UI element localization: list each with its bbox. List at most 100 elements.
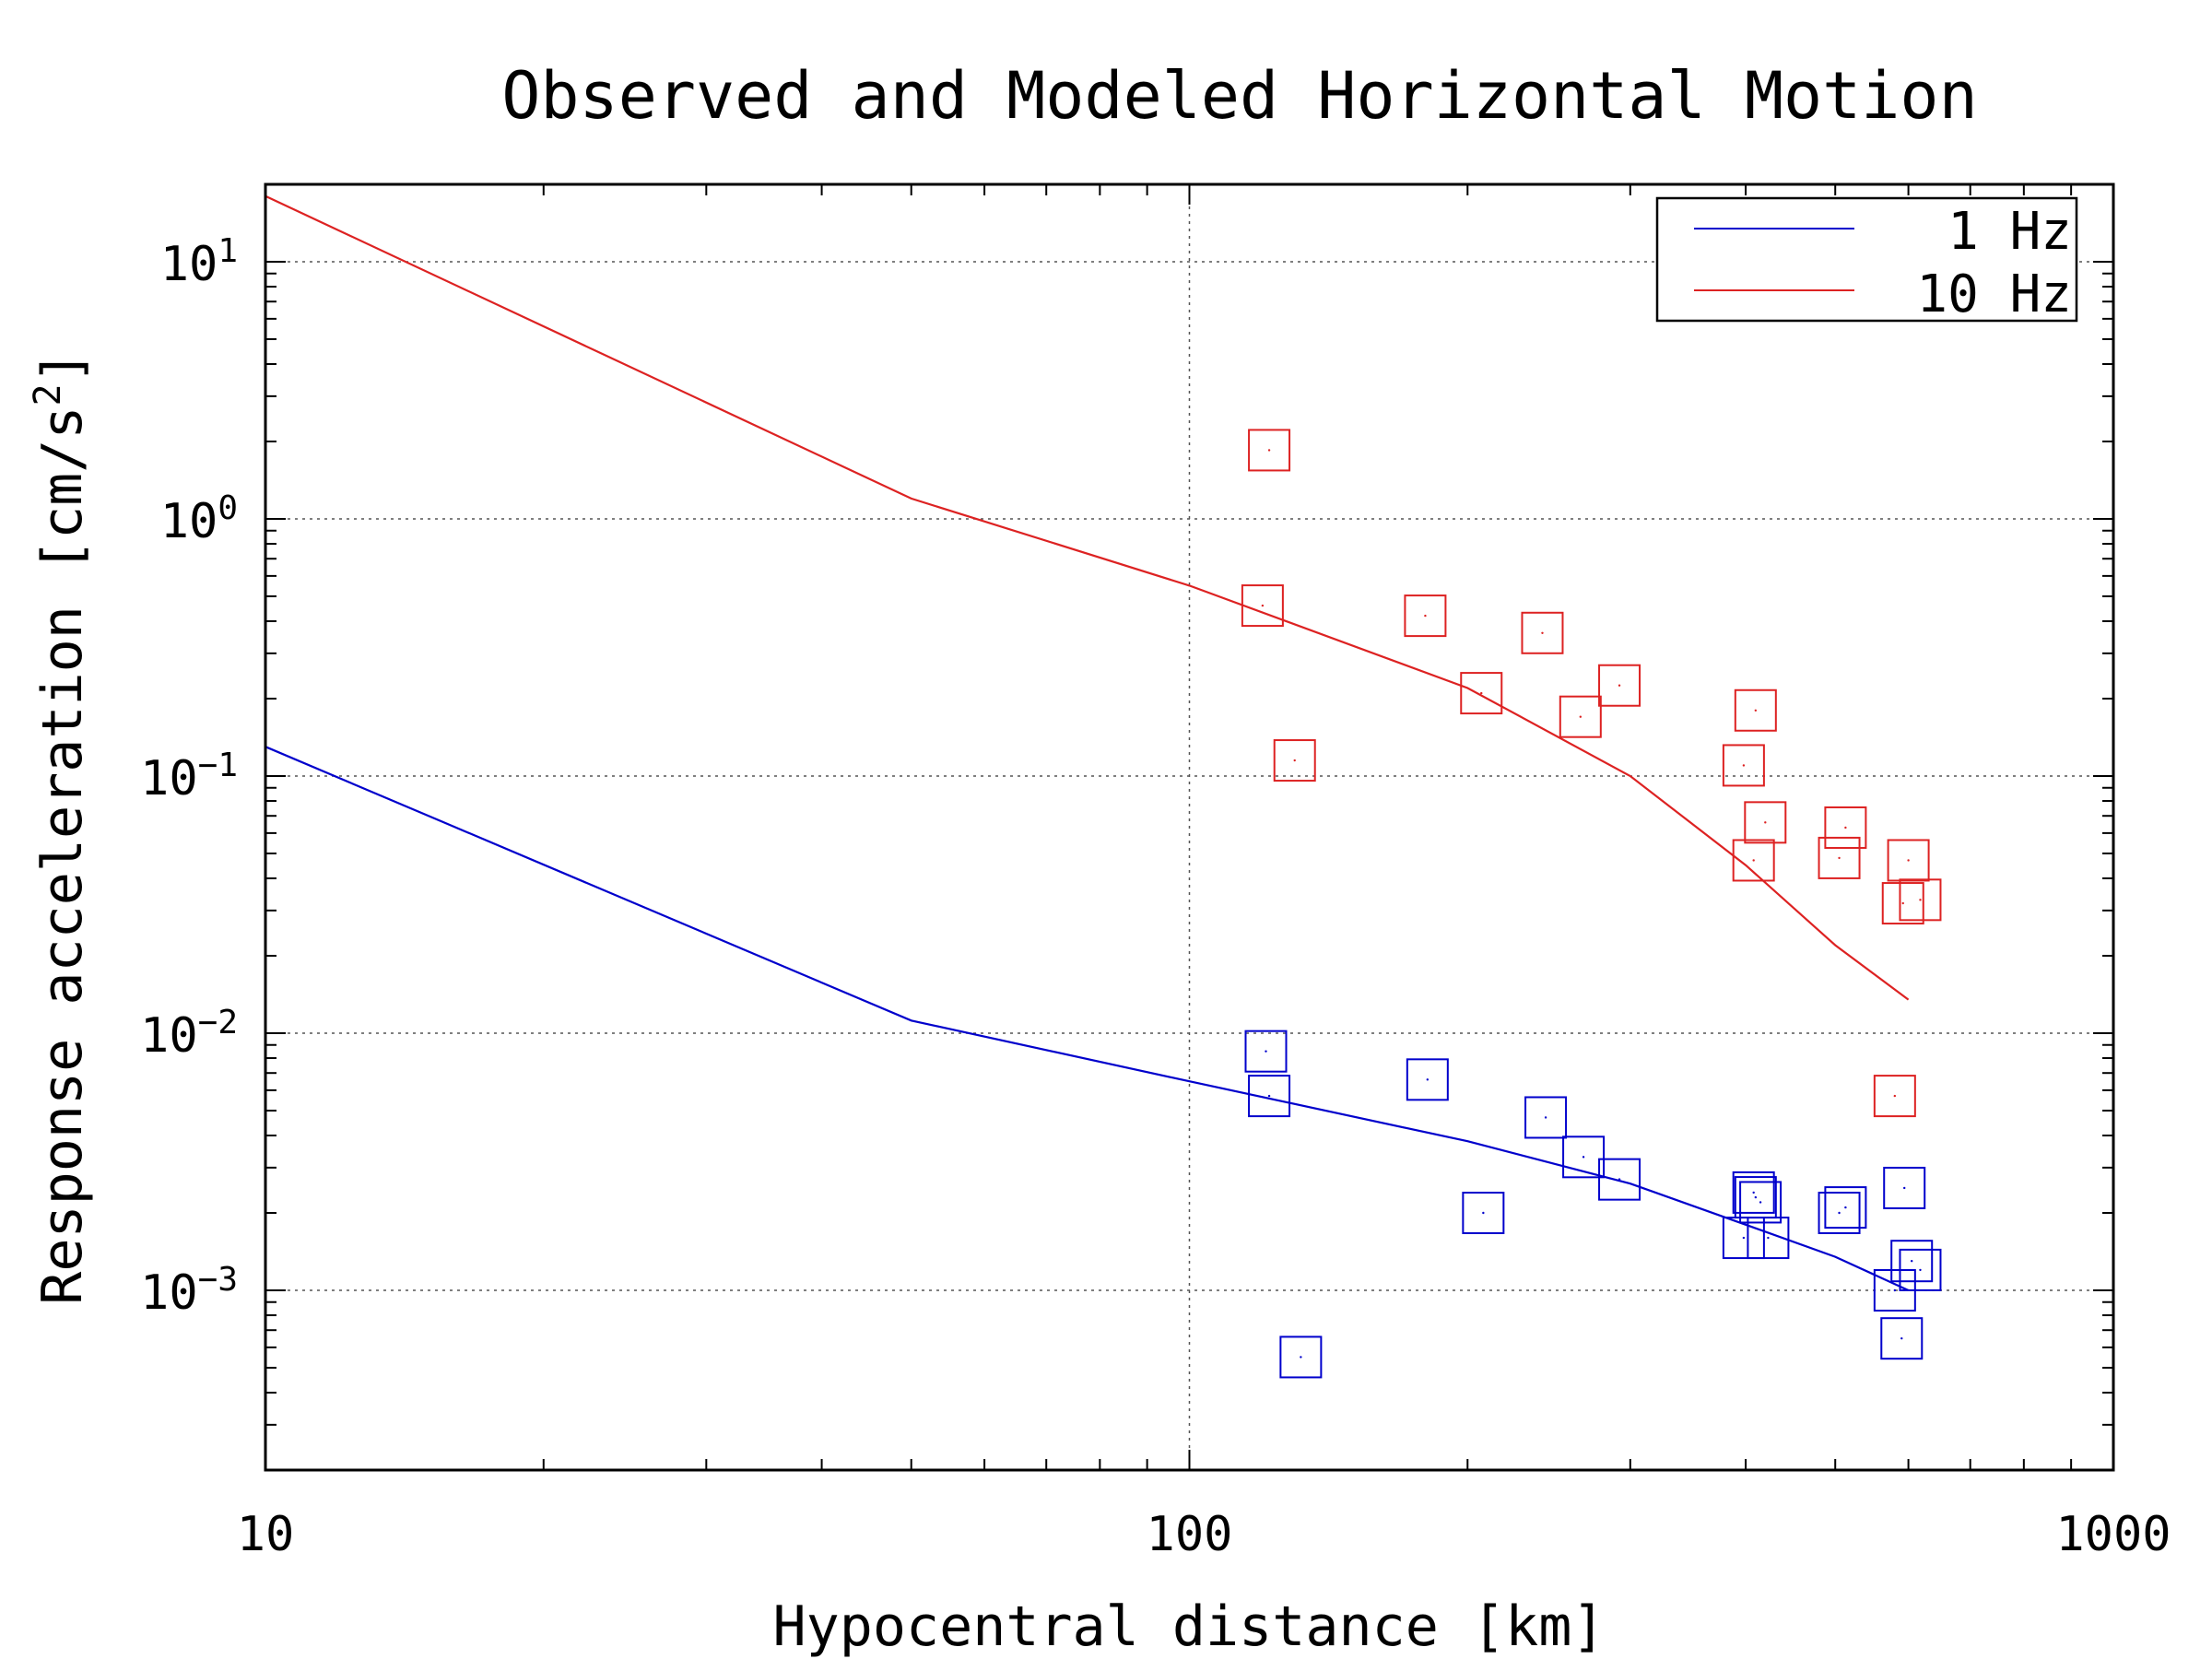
y-tick-label-0: 101	[160, 231, 238, 292]
grid	[265, 184, 2113, 1470]
x-tick-label-2: 1000	[2055, 1507, 2171, 1562]
y-axis-label-end: ]	[30, 350, 95, 383]
series-0-point-dot-9	[1752, 1191, 1755, 1194]
series-1-point-dot-8	[1742, 764, 1746, 767]
y-axis-label-base: Response acceleration [cm/s	[30, 406, 95, 1304]
chart-title: Observed and Modeled Horizontal Motion	[501, 58, 1977, 134]
y-tick-label-2: 10−1	[140, 746, 238, 806]
series-0-point-7	[1598, 1158, 1641, 1201]
series-1-point-dot-5	[1541, 631, 1544, 634]
series-0-point-4	[1462, 1192, 1505, 1234]
legend-label-1hz: 1 Hz	[1947, 202, 2072, 262]
series-0-point-dot-15	[1893, 1288, 1897, 1292]
series-1-point-dot-16	[1907, 859, 1910, 862]
series-0-point-17	[1883, 1166, 1926, 1209]
series-1-point-0	[1241, 584, 1284, 628]
series-1-point-15	[1881, 882, 1924, 925]
legend-label-10hz: 10 Hz	[1916, 265, 2072, 324]
model-lines	[265, 194, 1910, 1291]
x-tick-label-0: 10	[237, 1507, 295, 1562]
series-1-point-3	[1404, 594, 1447, 638]
plot-frame	[264, 182, 2115, 1472]
series-0-point-dot-13	[1838, 1211, 1841, 1215]
series-1-point-dot-4	[1480, 691, 1483, 695]
series-0-point-dot-1	[1267, 1094, 1271, 1098]
series-1-point-5	[1521, 611, 1564, 654]
series-0-point-1	[1248, 1075, 1291, 1118]
series-1-point-dot-2	[1293, 759, 1296, 762]
series-0-point-5	[1524, 1096, 1568, 1139]
series-1-point-1	[1248, 429, 1291, 472]
series-1-point-dot-9	[1752, 859, 1755, 862]
series-1-point-11	[1744, 801, 1787, 844]
series-1-point-13	[1824, 806, 1867, 849]
legend-box	[1655, 196, 2078, 323]
series-0-point-dot-7	[1618, 1178, 1621, 1181]
series-0-point-dot-6	[1582, 1156, 1585, 1159]
y-tick-label-1: 100	[160, 488, 238, 549]
y-tick-label-4: 10−3	[140, 1260, 238, 1321]
y-tick-label-3: 10−2	[140, 1003, 238, 1064]
series-1-point-6	[1559, 695, 1602, 738]
series-0-point-6	[1562, 1135, 1606, 1179]
series-0-point-dot-5	[1544, 1116, 1547, 1119]
y-axis-label-sup: 2	[27, 383, 69, 406]
legend: 1 Hz 10 Hz	[1655, 196, 2078, 324]
model-line-series-0	[265, 746, 1910, 1291]
observed-points	[1241, 429, 1942, 1379]
y-axis-label: Response acceleration [cm/s2]	[27, 350, 95, 1305]
x-tick-labels: 10 100 1000	[237, 1507, 2171, 1562]
series-1-point-dot-12	[1838, 856, 1841, 860]
minor-ticks	[265, 184, 2113, 1470]
series-1-point-dot-14	[1893, 1094, 1897, 1098]
series-0-point-dot-18	[1911, 1259, 1913, 1263]
series-1-point-7	[1598, 664, 1641, 707]
series-1-point-dot-15	[1901, 901, 1904, 905]
series-0-point-dot-17	[1903, 1186, 1906, 1190]
series-1-point-9	[1732, 839, 1775, 882]
series-0-point-2	[1279, 1335, 1323, 1379]
series-0-point-11	[1739, 1181, 1783, 1224]
series-0-point-dot-4	[1482, 1211, 1485, 1215]
series-0-point-dot-12	[1767, 1236, 1770, 1240]
model-line-series-1	[265, 194, 1910, 1001]
series-1-point-14	[1873, 1075, 1916, 1118]
series-0-point-18	[1890, 1240, 1934, 1283]
series-1-point-17	[1899, 878, 1942, 922]
series-0-point-dot-14	[1844, 1206, 1847, 1209]
series-1-point-4	[1460, 672, 1503, 715]
series-1-point-dot-7	[1618, 684, 1621, 687]
series-1-point-dot-10	[1754, 709, 1758, 712]
series-0-point-dot-11	[1759, 1201, 1762, 1204]
series-0-point-dot-8	[1742, 1236, 1746, 1240]
series-0-point-3	[1406, 1058, 1449, 1101]
series-1-point-dot-0	[1261, 604, 1265, 607]
series-1-point-dot-11	[1764, 821, 1767, 824]
series-1-point-dot-6	[1579, 715, 1583, 718]
series-0-point-dot-2	[1300, 1356, 1302, 1359]
series-1-point-dot-1	[1267, 449, 1271, 452]
series-0-point-9	[1732, 1171, 1775, 1214]
series-0-point-19	[1899, 1248, 1942, 1291]
x-tick-label-1: 100	[1147, 1507, 1233, 1562]
series-0-point-0	[1244, 1030, 1288, 1073]
series-0-point-13	[1818, 1192, 1861, 1234]
y-tick-labels: 101 100 10−1 10−2 10−3	[140, 231, 238, 1321]
x-axis-label: Hypocentral distance [km]	[772, 1594, 1605, 1659]
series-1-point-dot-13	[1844, 826, 1847, 830]
series-1-point-dot-17	[1919, 899, 1922, 901]
series-0-point-14	[1824, 1186, 1867, 1230]
series-1-point-12	[1818, 836, 1861, 879]
series-0-point-dot-16	[1900, 1336, 1903, 1340]
series-1-point-16	[1887, 839, 1930, 882]
series-0-point-16	[1880, 1317, 1924, 1360]
series-0-point-dot-10	[1754, 1195, 1758, 1199]
series-0-point-12	[1747, 1217, 1790, 1260]
series-1-point-10	[1734, 688, 1777, 732]
series-1-point-dot-3	[1424, 614, 1427, 618]
series-1-point-2	[1273, 739, 1316, 782]
series-0-point-dot-3	[1426, 1078, 1430, 1081]
series-0-point-dot-0	[1265, 1050, 1267, 1053]
series-0-point-dot-19	[1919, 1268, 1922, 1272]
